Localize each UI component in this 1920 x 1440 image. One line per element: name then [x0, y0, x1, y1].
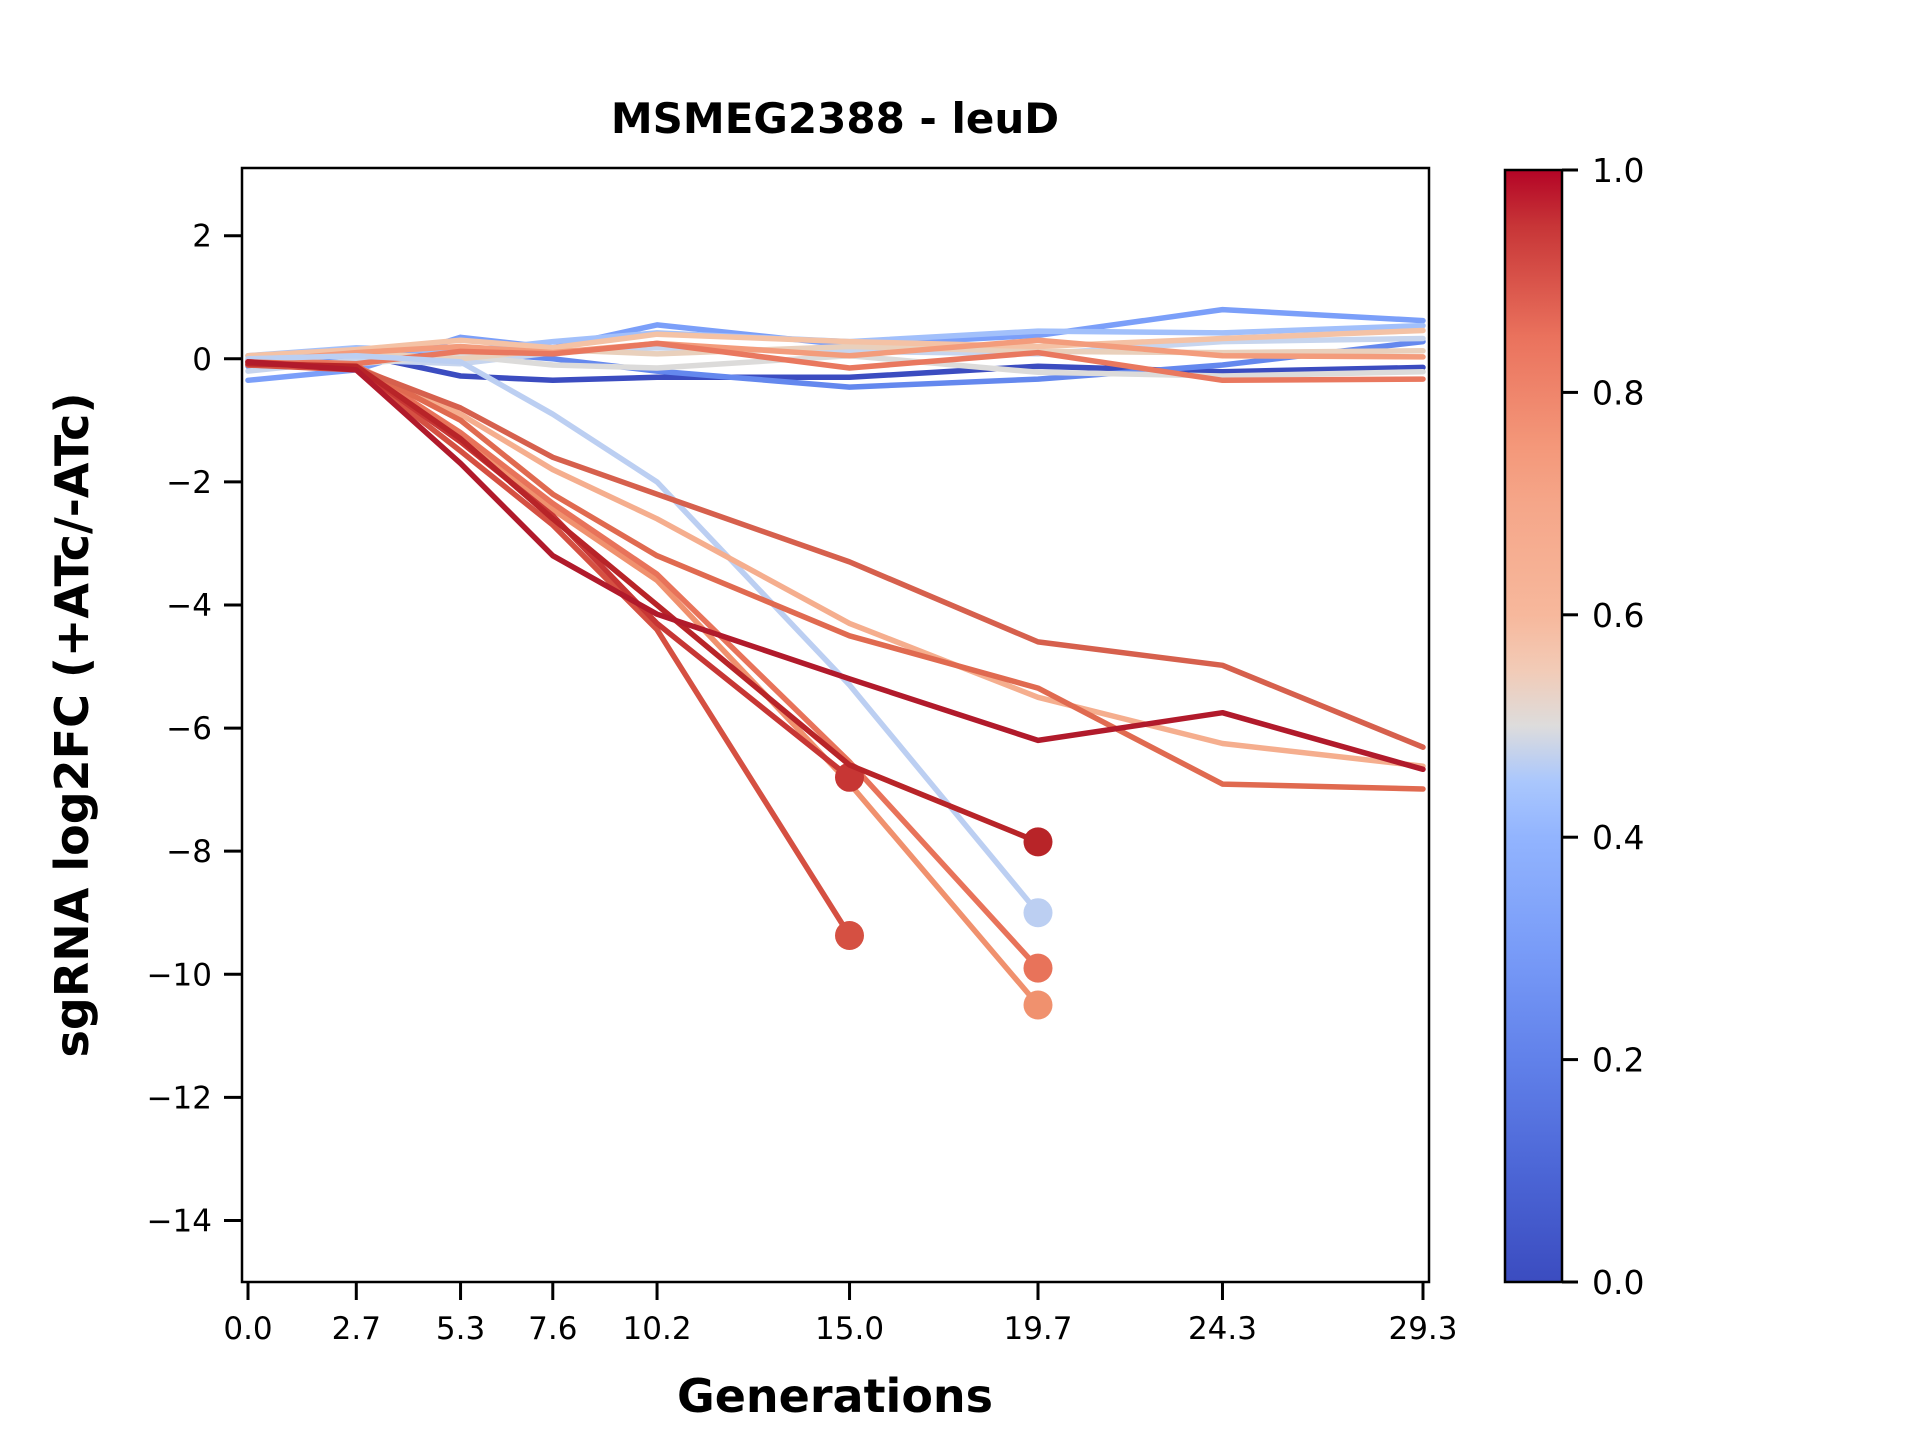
colorbar-gradient: [1503, 168, 1564, 1284]
end-marker-sgRNA-drop-03: [1023, 990, 1053, 1020]
colorbar: 0.0 0.2 0.4 0.6 0.8 1.0: [1503, 151, 1644, 1302]
series-line-sgRNA-drop-01: [245, 352, 1041, 916]
y-tick-label: −14: [147, 1203, 212, 1239]
chart-title: MSMEG2388 - leuD: [611, 94, 1059, 143]
y-axis-label: sgRNA log2FC (+ATc/-ATc): [45, 393, 99, 1058]
colorbar-tick-label: 1.0: [1592, 151, 1644, 190]
x-tick-label: 24.3: [1188, 1311, 1257, 1347]
x-tick-label: 29.3: [1388, 1311, 1457, 1347]
x-tick-label: 0.0: [223, 1311, 272, 1347]
y-tick-label: −8: [166, 834, 212, 870]
y-tick-label: −2: [166, 465, 212, 501]
series-group: [245, 306, 1426, 1020]
y-tick-label: −10: [147, 957, 212, 993]
series-line-sgRNA-flat-08: [245, 327, 1426, 359]
x-tick-label: 7.6: [528, 1311, 577, 1347]
y-tick-label: −6: [166, 711, 212, 747]
y-tick-label: −12: [147, 1080, 212, 1116]
series-line-sgRNA-drop-06: [245, 362, 1426, 750]
x-axis-label: Generations: [677, 1369, 993, 1423]
colorbar-tick-label: 0.0: [1592, 1263, 1644, 1302]
end-marker-sgRNA-drop-04: [1023, 953, 1053, 983]
colorbar-tick-label: 0.2: [1592, 1041, 1644, 1080]
x-tick-label: 15.0: [815, 1311, 884, 1347]
series-line-sgRNA-drop-09: [245, 360, 1041, 845]
end-marker-sgRNA-drop-07: [835, 921, 864, 950]
colorbar-tick-label: 0.6: [1592, 596, 1644, 635]
x-tick-label: 2.7: [332, 1311, 381, 1347]
x-tick-label: 5.3: [436, 1311, 485, 1347]
x-tick-label: 19.7: [1003, 1311, 1072, 1347]
plot-border: [240, 166, 1431, 1284]
y-tick-label: 0: [192, 342, 212, 378]
colorbar-tick-label: 0.8: [1592, 373, 1644, 412]
colorbar-tick-label: 0.4: [1592, 818, 1644, 857]
end-marker-sgRNA-drop-01: [1023, 898, 1053, 928]
end-marker-sgRNA-drop-09: [1023, 827, 1053, 857]
x-tick-label: 10.2: [623, 1311, 692, 1347]
y-tick-label: −4: [166, 588, 212, 624]
y-tick-label: 2: [192, 219, 212, 255]
axis-group: 0.0 2.7 5.3 7.6 10.2 15.0 19.7 24.3 29.3 2 0 −2 −4 −6…: [147, 166, 1458, 1347]
series-line-sgRNA-drop-10: [245, 359, 1426, 773]
